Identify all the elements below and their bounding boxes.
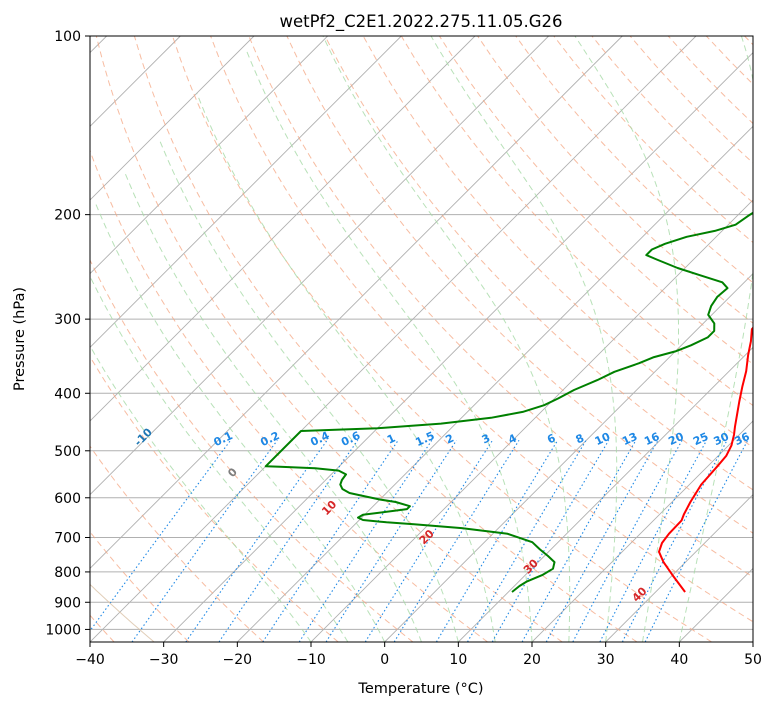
x-tick-label: 40 — [670, 652, 688, 668]
mixing-ratio-label: 13 — [620, 430, 639, 448]
profile-line-2 — [264, 211, 753, 593]
mixing-ratio-line — [262, 439, 399, 642]
x-tick-label: 0 — [380, 652, 389, 668]
isotherm-line — [531, 420, 753, 642]
moist-adiabat-line — [159, 140, 459, 642]
mixing-ratio-line — [364, 440, 493, 642]
x-tick-label: 20 — [523, 652, 541, 668]
isotherm-line — [90, 36, 328, 275]
isotherm-line — [90, 36, 549, 496]
dry-adiabat-line — [324, 36, 753, 491]
dry-adiabat-line — [248, 36, 753, 578]
mixing-ratio-line — [491, 440, 610, 642]
isotherm-line — [605, 494, 753, 642]
moist-adiabat-line — [90, 344, 312, 642]
dry-adiabat-line — [90, 445, 264, 642]
mixing-ratio-label: 10 — [593, 430, 613, 448]
x-tick-label: 50 — [744, 652, 762, 668]
moist-adiabat-line — [245, 48, 533, 642]
dry-adiabat-line — [477, 36, 753, 324]
dry-adiabat-line — [515, 36, 753, 284]
isotherm-line — [90, 36, 476, 422]
reference-line — [90, 583, 155, 642]
y-tick-label: 400 — [54, 386, 81, 402]
tick-layer: −40 −30 −20 −10 0 10 20 30 40 50 100 200 300 400 500 60… — [45, 29, 762, 668]
y-tick-label: 500 — [54, 444, 81, 460]
isotherm-line — [458, 346, 753, 642]
mixing-ratio-line — [218, 439, 359, 642]
x-tick-label: 30 — [597, 652, 615, 668]
mixing-ratio-line — [572, 440, 683, 642]
mixing-ratio-line — [393, 440, 520, 642]
y-tick-label: 700 — [54, 531, 81, 547]
x-tick-label: −30 — [149, 652, 179, 668]
isotherm-line — [90, 36, 697, 642]
isotherm-line — [384, 273, 753, 642]
isotherm-line — [90, 36, 255, 201]
moist-adiabat-line — [574, 36, 679, 642]
mixing-ratio-line — [521, 440, 637, 642]
x-tick-label: −40 — [75, 652, 105, 668]
mixing-ratio-label: 20 — [666, 430, 686, 448]
mixing-ratio-label: 30 — [712, 430, 732, 448]
chart-title: wetPf2_C2E1.2022.275.11.05.G26 — [279, 12, 562, 32]
y-tick-label: 800 — [54, 565, 81, 581]
x-tick-label: −10 — [296, 652, 326, 668]
x-tick-label: 10 — [449, 652, 467, 668]
isotherm-line — [163, 52, 753, 642]
dry-adiabat-line — [210, 36, 753, 623]
plot-frame — [89, 35, 754, 643]
moist-adiabat-line — [678, 36, 753, 642]
y-axis-label: Pressure (hPa) — [12, 287, 28, 391]
dry-adiabat-line — [133, 36, 638, 642]
moist-adiabat-line — [322, 36, 571, 642]
x-axis-label: Temperature (°C) — [357, 681, 483, 697]
background-lines — [90, 36, 753, 642]
mixing-ratio-label: 16 — [642, 430, 662, 448]
dry-adiabat-line — [172, 36, 712, 642]
mixing-ratio-line — [131, 439, 278, 642]
y-tick-label: 900 — [54, 595, 81, 611]
mixing-ratio-line — [545, 440, 659, 642]
y-tick-label: 300 — [54, 312, 81, 328]
y-tick-label: 1000 — [45, 622, 81, 638]
mixing-ratio-label: 25 — [691, 430, 710, 448]
mixing-ratio-line — [90, 439, 232, 632]
mixing-ratio-line — [467, 440, 587, 642]
mixing-ratio-line — [325, 439, 457, 642]
dry-adiabat-line — [90, 355, 339, 642]
y-tick-label: 600 — [54, 491, 81, 507]
y-tick-label: 200 — [54, 208, 81, 224]
isotherm-line — [237, 125, 753, 642]
moist-adiabat-line — [196, 93, 496, 642]
moist-adiabat-line — [430, 36, 618, 642]
series-layer — [264, 211, 753, 593]
moist-adiabat-line — [124, 172, 422, 642]
dry-adiabat-line — [90, 258, 414, 642]
mixing-ratio-line — [435, 440, 559, 642]
mixing-ratio-line — [185, 439, 328, 642]
mixing-ratio-line — [298, 439, 433, 642]
moist-adiabat-line — [94, 201, 386, 642]
isotherm-line — [90, 36, 623, 569]
dry-adiabat-line — [95, 36, 563, 642]
profile-line-1 — [658, 326, 753, 593]
y-tick-label: 100 — [54, 29, 81, 45]
dry-adiabat-line — [286, 36, 753, 534]
isotherm-line — [90, 36, 402, 348]
x-tick-label: −20 — [223, 652, 253, 668]
mixing-ratio-label: 36 — [732, 430, 752, 448]
